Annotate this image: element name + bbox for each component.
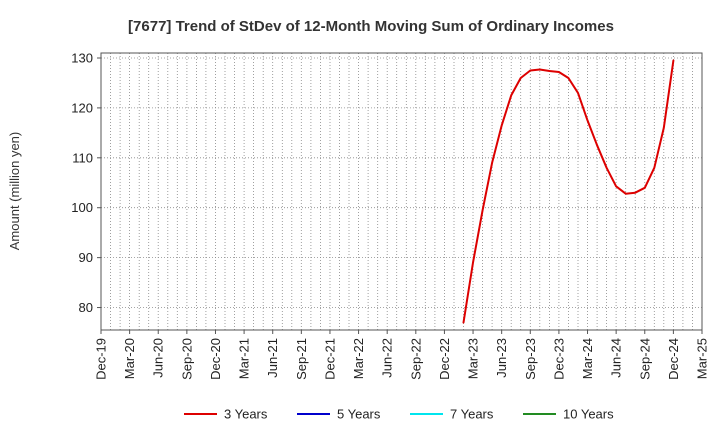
- x-tick-label: Mar-22: [351, 338, 366, 379]
- x-tick-label: Sep-22: [408, 338, 423, 380]
- legend-label-10-years: 10 Years: [563, 407, 614, 422]
- x-tick-label: Dec-23: [551, 338, 566, 380]
- x-tick-label: Dec-20: [208, 338, 223, 380]
- y-tick-label: 130: [71, 50, 93, 65]
- x-tick-label: Mar-21: [237, 338, 252, 379]
- x-tick-label: Sep-20: [179, 338, 194, 380]
- y-tick-label: 80: [79, 300, 93, 315]
- series-line-3-years: [462, 59, 675, 324]
- x-tick-label: Jun-21: [265, 338, 280, 378]
- legend: 3 Years 5 Years 7 Years 10 Years: [184, 407, 614, 422]
- x-tick-label: Dec-21: [323, 338, 338, 380]
- y-axis-ticks: 80 90 100 110 120 130: [71, 50, 101, 315]
- x-tick-label: Dec-24: [666, 338, 681, 380]
- x-tick-label: Jun-20: [151, 338, 166, 378]
- y-axis-label: Amount (million yen): [7, 132, 22, 251]
- x-tick-label: Jun-22: [380, 338, 395, 378]
- x-tick-label: Jun-24: [609, 338, 624, 378]
- x-tick-label: Sep-24: [637, 338, 652, 380]
- legend-label-5-years: 5 Years: [337, 407, 381, 422]
- y-tick-label: 90: [79, 250, 93, 265]
- x-tick-label: Mar-25: [695, 338, 710, 379]
- y-tick-label: 100: [71, 200, 93, 215]
- grid: [101, 53, 702, 330]
- legend-label-7-years: 7 Years: [450, 407, 494, 422]
- x-tick-label: Mar-24: [580, 338, 595, 379]
- plot-frame: [100, 52, 703, 331]
- x-tick-label: Sep-23: [523, 338, 538, 380]
- x-axis-ticks: Dec-19 Mar-20 Jun-20 Sep-20 Dec-20 Mar-21 Jun-…: [94, 330, 710, 380]
- x-tick-label: Jun-23: [494, 338, 509, 378]
- series-layer: [462, 59, 675, 324]
- y-tick-label: 120: [71, 100, 93, 115]
- chart-title: [7677] Trend of StDev of 12-Month Moving…: [128, 18, 614, 35]
- legend-label-3-years: 3 Years: [224, 407, 268, 422]
- x-tick-label: Mar-20: [122, 338, 137, 379]
- x-tick-label: Sep-21: [294, 338, 309, 380]
- y-tick-label: 110: [72, 150, 93, 165]
- x-tick-label: Dec-19: [94, 338, 109, 380]
- x-tick-label: Mar-23: [466, 338, 481, 379]
- x-tick-label: Dec-22: [437, 338, 452, 380]
